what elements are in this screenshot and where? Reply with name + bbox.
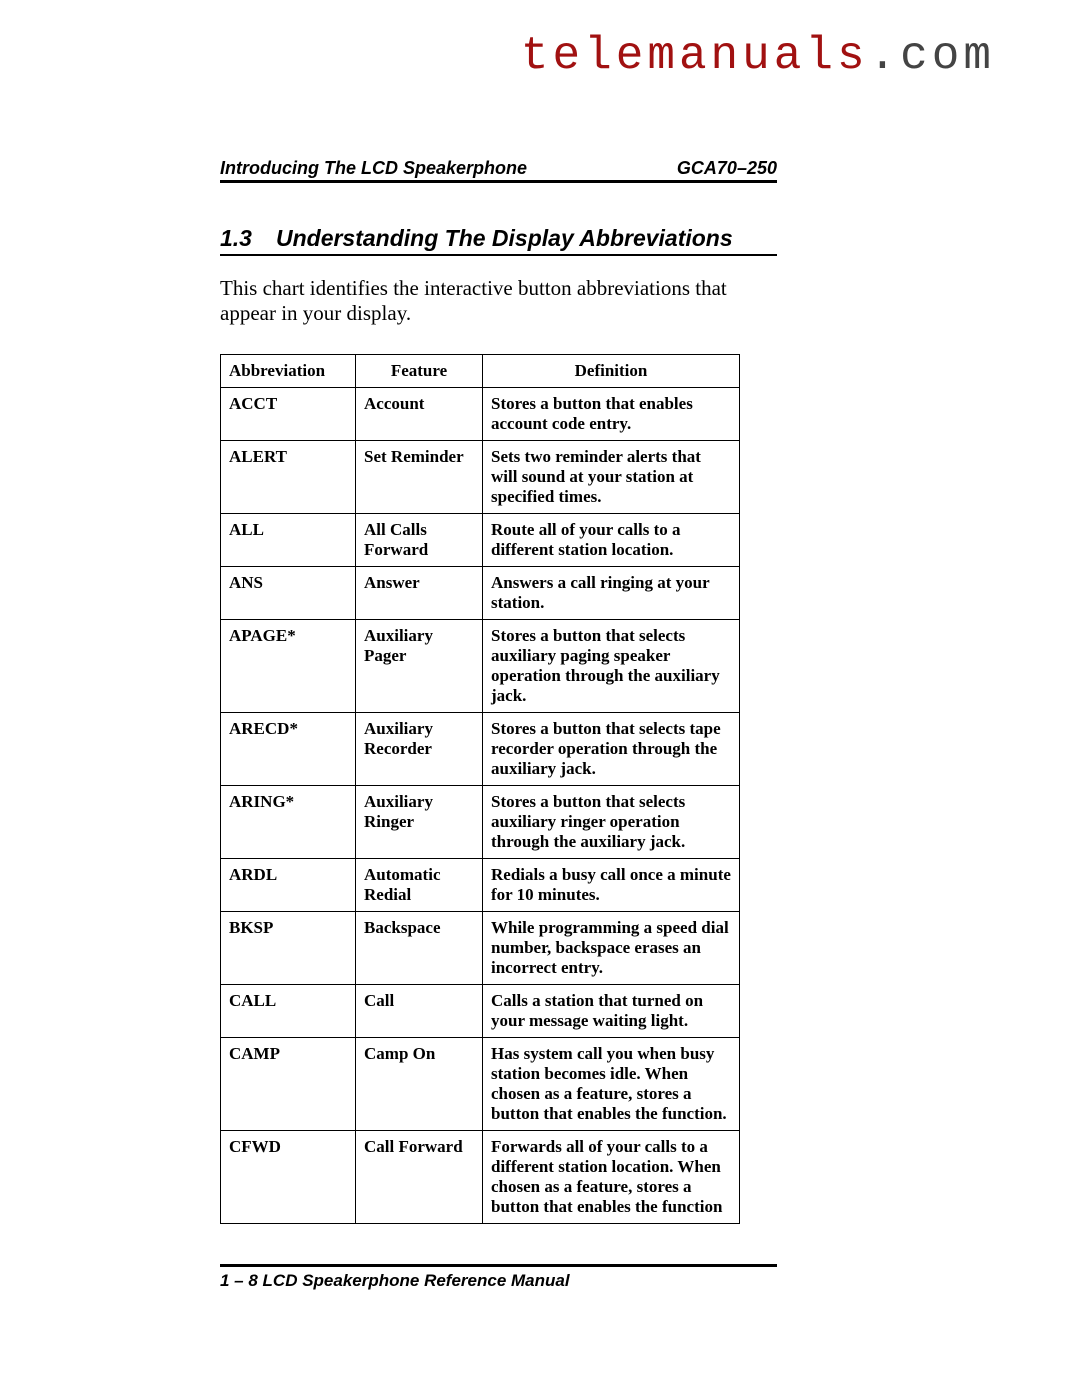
- cell-feature: Set Reminder: [356, 441, 483, 514]
- cell-feature: Auxiliary Ringer: [356, 786, 483, 859]
- cell-definition: Forwards all of your calls to a differen…: [483, 1131, 740, 1224]
- cell-feature: All Calls Forward: [356, 514, 483, 567]
- abbreviations-table: Abbreviation Feature Definition ACCTAcco…: [220, 354, 740, 1224]
- table-row: ALLAll Calls ForwardRoute all of your ca…: [221, 514, 740, 567]
- cell-abbr: CFWD: [221, 1131, 356, 1224]
- cell-abbr: ARECD*: [221, 713, 356, 786]
- cell-feature: Backspace: [356, 912, 483, 985]
- section-number: 1.3: [220, 225, 252, 252]
- cell-abbr: ACCT: [221, 388, 356, 441]
- table-row: BKSPBackspaceWhile programming a speed d…: [221, 912, 740, 985]
- cell-feature: Call Forward: [356, 1131, 483, 1224]
- cell-abbr: ANS: [221, 567, 356, 620]
- watermark-part1: telemanuals: [521, 30, 869, 82]
- table-row: CAMPCamp OnHas system call you when busy…: [221, 1038, 740, 1131]
- cell-feature: Auxiliary Recorder: [356, 713, 483, 786]
- table-row: ANSAnswerAnswers a call ringing at your …: [221, 567, 740, 620]
- cell-abbr: CAMP: [221, 1038, 356, 1131]
- cell-abbr: BKSP: [221, 912, 356, 985]
- cell-definition: Stores a button that selects tape record…: [483, 713, 740, 786]
- watermark-part2: .com: [869, 30, 995, 82]
- cell-abbr: ALL: [221, 514, 356, 567]
- cell-abbr: CALL: [221, 985, 356, 1038]
- watermark: telemanuals.com: [521, 30, 995, 82]
- table-header-row: Abbreviation Feature Definition: [221, 355, 740, 388]
- section-heading: 1.3 Understanding The Display Abbreviati…: [220, 225, 777, 256]
- cell-feature: Account: [356, 388, 483, 441]
- cell-definition: Has system call you when busy station be…: [483, 1038, 740, 1131]
- section-title: Understanding The Display Abbreviations: [276, 225, 733, 252]
- cell-abbr: ARDL: [221, 859, 356, 912]
- cell-abbr: ARING*: [221, 786, 356, 859]
- cell-abbr: ALERT: [221, 441, 356, 514]
- cell-definition: Stores a button that selects auxiliary r…: [483, 786, 740, 859]
- cell-definition: Stores a button that enables account cod…: [483, 388, 740, 441]
- page-content: Introducing The LCD Speakerphone GCA70–2…: [220, 158, 777, 1291]
- cell-definition: Sets two reminder alerts that will sound…: [483, 441, 740, 514]
- cell-feature: Auxiliary Pager: [356, 620, 483, 713]
- table-row: ARING*Auxiliary RingerStores a button th…: [221, 786, 740, 859]
- cell-feature: Camp On: [356, 1038, 483, 1131]
- cell-definition: Redials a busy call once a minute for 10…: [483, 859, 740, 912]
- cell-definition: Stores a button that selects auxiliary p…: [483, 620, 740, 713]
- table-row: ARECD*Auxiliary RecorderStores a button …: [221, 713, 740, 786]
- col-header-definition: Definition: [483, 355, 740, 388]
- table-row: APAGE*Auxiliary PagerStores a button tha…: [221, 620, 740, 713]
- cell-feature: Answer: [356, 567, 483, 620]
- cell-feature: Automatic Redial: [356, 859, 483, 912]
- col-header-feature: Feature: [356, 355, 483, 388]
- col-header-abbr: Abbreviation: [221, 355, 356, 388]
- cell-abbr: APAGE*: [221, 620, 356, 713]
- intro-paragraph: This chart identifies the interactive bu…: [220, 276, 777, 326]
- cell-definition: Answers a call ringing at your station.: [483, 567, 740, 620]
- table-row: CALLCallCalls a station that turned on y…: [221, 985, 740, 1038]
- page-footer: 1 – 8 LCD Speakerphone Reference Manual: [220, 1264, 777, 1291]
- table-row: CFWDCall ForwardForwards all of your cal…: [221, 1131, 740, 1224]
- table-row: ARDLAutomatic RedialRedials a busy call …: [221, 859, 740, 912]
- cell-feature: Call: [356, 985, 483, 1038]
- running-header: Introducing The LCD Speakerphone GCA70–2…: [220, 158, 777, 183]
- table-row: ALERTSet ReminderSets two reminder alert…: [221, 441, 740, 514]
- header-left: Introducing The LCD Speakerphone: [220, 158, 527, 179]
- table-row: ACCTAccountStores a button that enables …: [221, 388, 740, 441]
- cell-definition: Calls a station that turned on your mess…: [483, 985, 740, 1038]
- header-right: GCA70–250: [677, 158, 777, 179]
- cell-definition: Route all of your calls to a different s…: [483, 514, 740, 567]
- cell-definition: While programming a speed dial number, b…: [483, 912, 740, 985]
